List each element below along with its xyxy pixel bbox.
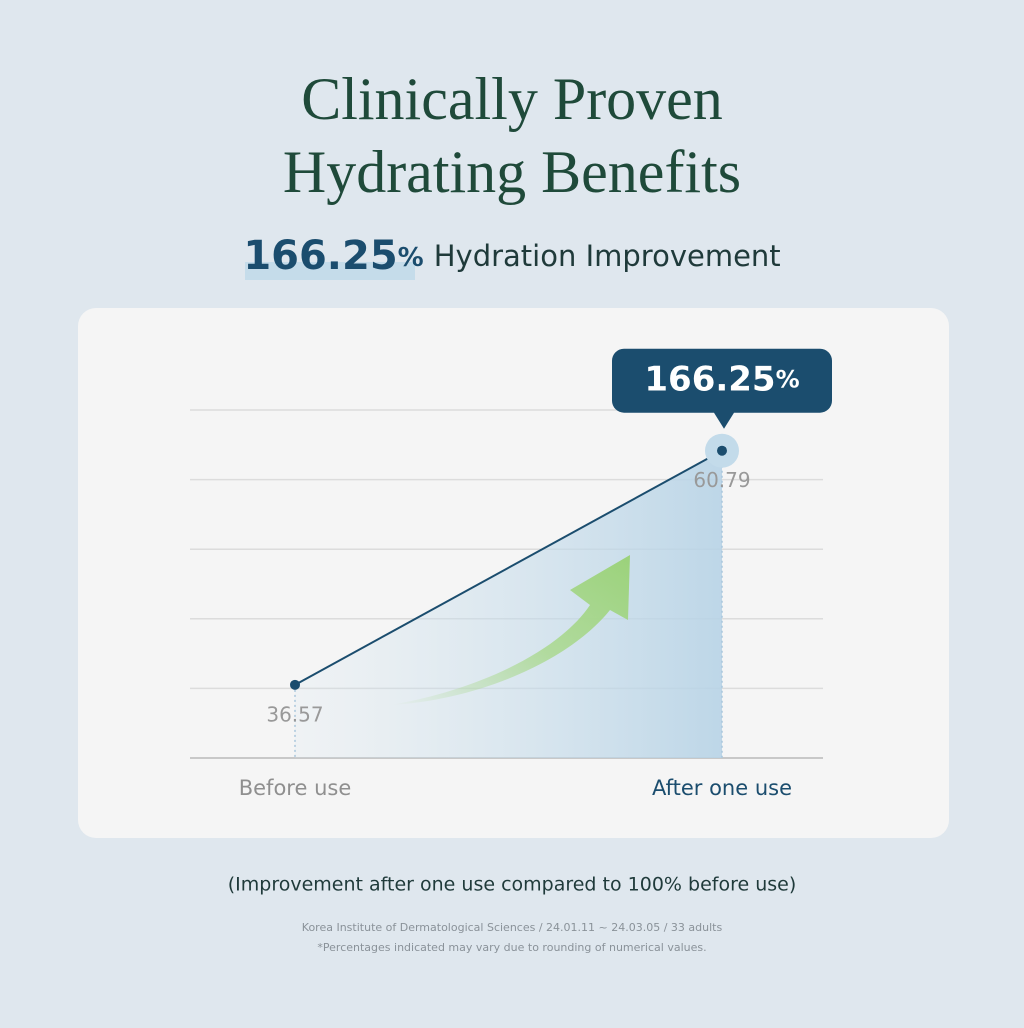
x-tick-label: Before use [239,776,352,800]
value-label: 36.57 [266,702,323,726]
trend-arrow [390,555,630,705]
point [290,679,300,690]
point [717,445,727,456]
subtitle: 166.25% Hydration Improvement [243,233,780,279]
source: Korea Institute of Dermatological Scienc… [302,921,723,934]
area [295,450,722,758]
highlight-unit: % [398,243,424,273]
highlight-text: Hydration Improvement [434,239,781,273]
plot: 36.57 Before use 60.79 After one use 166.25% [190,348,832,800]
disclaimer: *Percentages indicated may vary due to r… [317,941,706,954]
callout [612,348,832,429]
callout-text: 166.25% [644,359,799,399]
callout-unit: % [776,366,800,394]
value-label: 60.79 [693,468,750,492]
title-line: Clinically Proven [301,66,723,132]
line [294,449,723,686]
callout-value: 166.25 [644,359,775,399]
note: (Improvement after one use compared to 1… [228,874,797,896]
title-line: Hydrating Benefits [283,139,741,205]
x-tick-label: After one use [652,776,792,800]
highlight-band [245,262,415,280]
highlight-value: 166.25 [243,233,397,279]
